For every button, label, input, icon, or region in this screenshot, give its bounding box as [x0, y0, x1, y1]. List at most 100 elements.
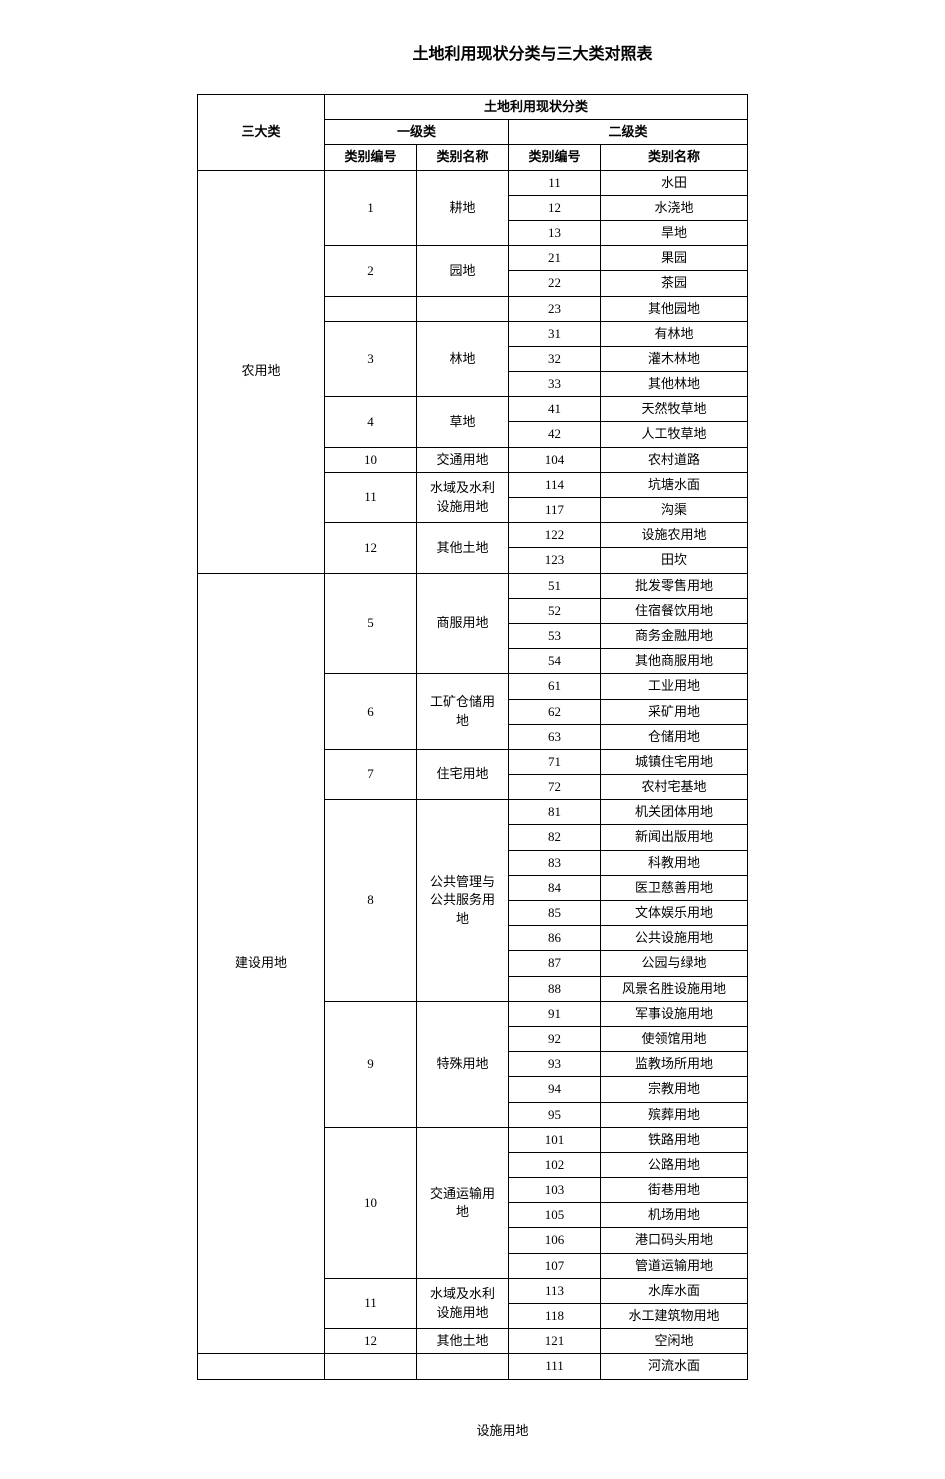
- cell-l2-name: 公共设施用地: [601, 926, 748, 951]
- cell-l2-code: 11: [509, 170, 601, 195]
- cell-l2-name: 其他园地: [601, 296, 748, 321]
- cell-l2-code: 104: [509, 447, 601, 472]
- cell-l2-code: 92: [509, 1026, 601, 1051]
- cell-l2-name: 机关团体用地: [601, 800, 748, 825]
- cell-l1-code: 8: [325, 800, 417, 1002]
- header-l1-code: 类别编号: [325, 145, 417, 170]
- cell-l2-code: 84: [509, 875, 601, 900]
- cell-l2-name: 商务金融用地: [601, 623, 748, 648]
- cell-l2-name: 茶园: [601, 271, 748, 296]
- cell-l2-name: 科教用地: [601, 850, 748, 875]
- cell-l2-name: 文体娱乐用地: [601, 901, 748, 926]
- cell-l1-name: 其他土地: [417, 1329, 509, 1354]
- cell-l2-name: 城镇住宅用地: [601, 749, 748, 774]
- cell-l1-name: [417, 1354, 509, 1379]
- cell-l2-code: 83: [509, 850, 601, 875]
- cell-l2-name: 水库水面: [601, 1278, 748, 1303]
- cell-l2-name: 医卫慈善用地: [601, 875, 748, 900]
- cell-l1-code: 2: [325, 246, 417, 296]
- table-header: 三大类 土地利用现状分类 一级类 二级类 类别编号 类别名称 类别编号 类别名称: [198, 95, 748, 171]
- cell-l1-code: 1: [325, 170, 417, 246]
- cell-l2-name: 旱地: [601, 220, 748, 245]
- cell-l2-code: 123: [509, 548, 601, 573]
- header-l2-name: 类别名称: [601, 145, 748, 170]
- cell-l2-name: 港口码头用地: [601, 1228, 748, 1253]
- cell-l1-code: 10: [325, 1127, 417, 1278]
- cell-l2-code: 71: [509, 749, 601, 774]
- cell-l1-code: 5: [325, 573, 417, 674]
- cell-l2-name: 天然牧草地: [601, 397, 748, 422]
- header-top-group: 土地利用现状分类: [325, 95, 748, 120]
- header-l1-group: 一级类: [325, 120, 509, 145]
- cell-l2-name: 管道运输用地: [601, 1253, 748, 1278]
- cell-l2-code: 102: [509, 1152, 601, 1177]
- cell-l2-code: 114: [509, 472, 601, 497]
- cell-l2-name: 设施农用地: [601, 523, 748, 548]
- cell-l2-code: 113: [509, 1278, 601, 1303]
- cell-l1-name: 园地: [417, 246, 509, 296]
- cell-l2-code: 53: [509, 623, 601, 648]
- cell-l2-code: 81: [509, 800, 601, 825]
- cell-l2-name: 果园: [601, 246, 748, 271]
- cell-l2-code: 42: [509, 422, 601, 447]
- cell-l1-name: 特殊用地: [417, 1001, 509, 1127]
- cell-l2-code: 52: [509, 598, 601, 623]
- cell-l2-name: 坑塘水面: [601, 472, 748, 497]
- cell-l2-name: 殡葬用地: [601, 1102, 748, 1127]
- cell-l2-code: 23: [509, 296, 601, 321]
- cell-l2-code: 94: [509, 1077, 601, 1102]
- cell-l2-code: 121: [509, 1329, 601, 1354]
- cell-main-category: 建设用地: [198, 573, 325, 1354]
- header-l1-name: 类别名称: [417, 145, 509, 170]
- cell-l2-name: 住宿餐饮用地: [601, 598, 748, 623]
- classification-table: 三大类 土地利用现状分类 一级类 二级类 类别编号 类别名称 类别编号 类别名称…: [197, 94, 748, 1380]
- cell-l1-name: 住宅用地: [417, 749, 509, 799]
- cell-l1-name: 公共管理与公共服务用地: [417, 800, 509, 1002]
- cell-l1-name: 交通运输用地: [417, 1127, 509, 1278]
- header-l2-group: 二级类: [509, 120, 748, 145]
- cell-l2-code: 105: [509, 1203, 601, 1228]
- cell-l2-code: 13: [509, 220, 601, 245]
- cell-l1-code: 7: [325, 749, 417, 799]
- cell-l2-code: 101: [509, 1127, 601, 1152]
- cell-l2-name: 空闲地: [601, 1329, 748, 1354]
- cell-l2-code: 103: [509, 1178, 601, 1203]
- cell-l2-code: 117: [509, 498, 601, 523]
- cell-l1-code: [325, 1354, 417, 1379]
- cell-l1-code: 3: [325, 321, 417, 397]
- cell-l2-name: 军事设施用地: [601, 1001, 748, 1026]
- cell-l2-code: 93: [509, 1052, 601, 1077]
- cell-l2-name: 水田: [601, 170, 748, 195]
- cell-l2-code: 87: [509, 951, 601, 976]
- cell-l2-code: 33: [509, 372, 601, 397]
- cell-l2-name: 田坎: [601, 548, 748, 573]
- cell-l1-name: [417, 296, 509, 321]
- cell-l2-name: 河流水面: [601, 1354, 748, 1379]
- cell-l1-code: 4: [325, 397, 417, 447]
- cell-l2-code: 111: [509, 1354, 601, 1379]
- cell-l2-name: 其他商服用地: [601, 649, 748, 674]
- header-main: 三大类: [198, 95, 325, 171]
- cell-l2-name: 监教场所用地: [601, 1052, 748, 1077]
- table-body: 农用地1耕地11水田12水浇地13旱地2园地21果园22茶园23其他园地3林地3…: [198, 170, 748, 1379]
- cell-l1-code: 9: [325, 1001, 417, 1127]
- table-row: 农用地1耕地11水田: [198, 170, 748, 195]
- footer-text: 设施用地: [160, 1420, 845, 1439]
- cell-l2-code: 72: [509, 775, 601, 800]
- cell-l2-code: 62: [509, 699, 601, 724]
- cell-l1-name: 草地: [417, 397, 509, 447]
- cell-l2-code: 41: [509, 397, 601, 422]
- page-title: 土地利用现状分类与三大类对照表: [220, 40, 845, 64]
- cell-l1-name: 交通用地: [417, 447, 509, 472]
- cell-l2-name: 人工牧草地: [601, 422, 748, 447]
- cell-l2-code: 91: [509, 1001, 601, 1026]
- cell-l2-code: 32: [509, 346, 601, 371]
- cell-l2-name: 风景名胜设施用地: [601, 976, 748, 1001]
- cell-l1-name: 水域及水利设施用地: [417, 472, 509, 522]
- cell-l1-code: 12: [325, 1329, 417, 1354]
- cell-l2-name: 水浇地: [601, 195, 748, 220]
- cell-l2-code: 118: [509, 1304, 601, 1329]
- cell-l1-code: 11: [325, 472, 417, 522]
- cell-main-category: 农用地: [198, 170, 325, 573]
- cell-l2-name: 沟渠: [601, 498, 748, 523]
